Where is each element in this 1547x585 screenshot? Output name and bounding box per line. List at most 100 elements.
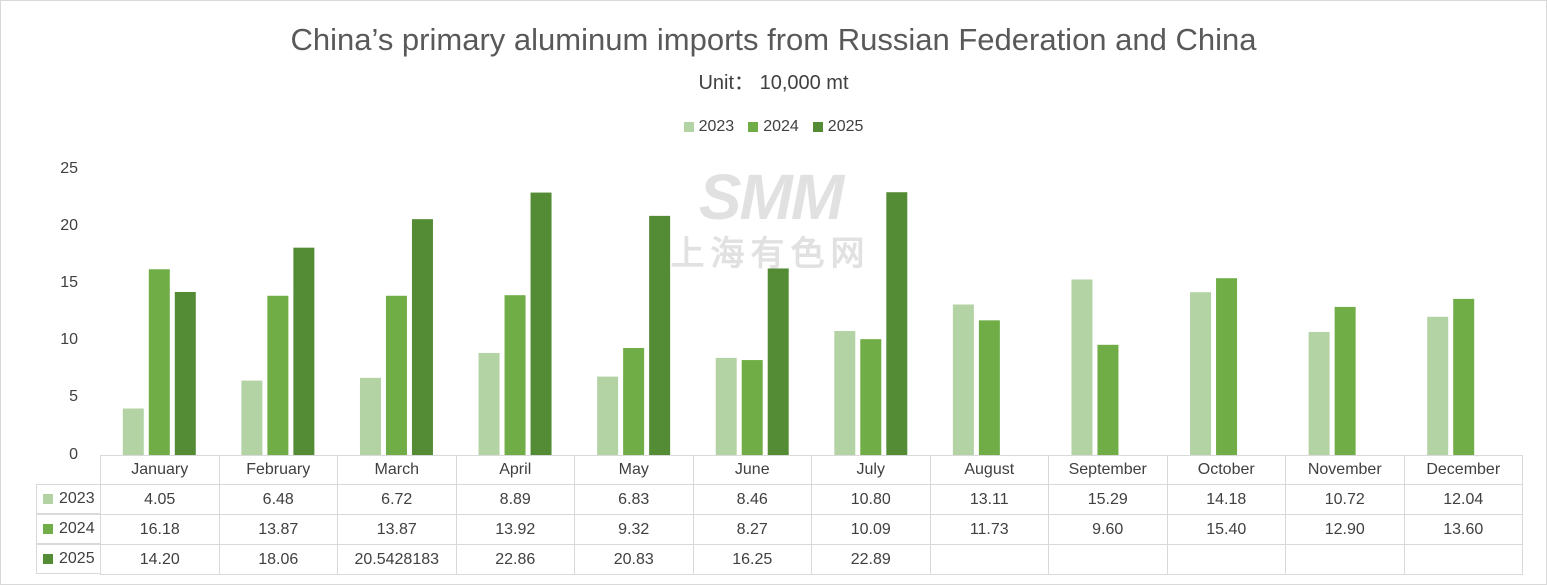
table-row-label-2025: 2025 xyxy=(36,544,100,574)
bar-2024-april xyxy=(504,295,526,455)
bar-2025-april xyxy=(530,192,552,455)
table-row-2023: 4.05 6.48 6.72 8.89 6.83 8.46 10.80 13.11 15.29 1… xyxy=(100,484,1523,515)
bar-2023-november xyxy=(1308,331,1330,455)
table-cell: 10.09 xyxy=(811,514,931,545)
y-tick-label: 10 xyxy=(60,331,78,348)
bar-2024-september xyxy=(1097,344,1119,455)
x-tick-label: April xyxy=(455,455,575,485)
bar-2023-september xyxy=(1071,279,1093,455)
legend-swatch-2025 xyxy=(812,122,823,132)
table-row-label-2023: 2023 xyxy=(36,484,100,514)
bar-2024-may xyxy=(623,348,645,455)
table-category-row: January February March April May June July Augu… xyxy=(100,455,1523,485)
legend-label-2025: 2025 xyxy=(827,118,864,135)
table-cell: 20.5428183 xyxy=(337,544,457,575)
table-cell: 14.18 xyxy=(1166,484,1286,515)
row-swatch-2025 xyxy=(43,554,53,564)
x-tick-label: October xyxy=(1166,455,1286,485)
bar-2024-march xyxy=(385,295,407,455)
bar-2025-july xyxy=(886,192,908,456)
table-cell xyxy=(1403,544,1523,575)
table-cell: 13.60 xyxy=(1403,514,1523,545)
x-tick-label: March xyxy=(337,455,457,485)
x-tick-label: February xyxy=(218,455,338,485)
table-cell: 9.32 xyxy=(574,514,694,545)
table-cell: 13.11 xyxy=(929,484,1049,515)
x-tick-label: June xyxy=(692,455,812,485)
row-label-2023: 2023 xyxy=(59,490,95,507)
table-cell: 13.92 xyxy=(455,514,575,545)
x-tick-label: May xyxy=(574,455,694,485)
table-cell: 18.06 xyxy=(218,544,338,575)
table-cell: 8.89 xyxy=(455,484,575,515)
bar-2025-february xyxy=(293,247,315,455)
bar-2024-february xyxy=(267,295,289,455)
table-cell: 20.83 xyxy=(574,544,694,575)
table-cell: 6.83 xyxy=(574,484,694,515)
table-cell: 8.46 xyxy=(692,484,812,515)
y-tick-label: 5 xyxy=(69,388,78,405)
table-cell xyxy=(1048,544,1168,575)
bar-2023-february xyxy=(241,380,263,455)
x-tick-label: December xyxy=(1403,455,1523,485)
row-swatch-2023 xyxy=(43,494,53,504)
bar-2025-march xyxy=(411,219,433,455)
table-cell: 8.27 xyxy=(692,514,812,545)
table-cell: 4.05 xyxy=(100,484,220,515)
x-tick-label: July xyxy=(811,455,931,485)
bar-2023-march xyxy=(359,377,381,455)
table-row-2025: 14.20 18.06 20.5428183 22.86 20.83 16.25 22.89 xyxy=(100,544,1523,575)
bar-2024-november xyxy=(1334,306,1356,455)
x-tick-label: January xyxy=(100,455,220,485)
legend-swatch-2023 xyxy=(683,122,694,132)
bar-2023-april xyxy=(478,352,500,455)
bar-2024-june xyxy=(741,360,763,455)
chart-legend: 2023 2024 2025 xyxy=(0,118,1547,136)
bar-2023-july xyxy=(834,331,856,455)
legend-item-2024: 2024 xyxy=(748,118,799,136)
table-cell xyxy=(1166,544,1286,575)
table-cell: 16.25 xyxy=(692,544,812,575)
table-cell: 14.20 xyxy=(100,544,220,575)
table-cell: 22.89 xyxy=(811,544,931,575)
table-cell: 13.87 xyxy=(337,514,457,545)
bar-2025-june xyxy=(767,268,789,455)
bar-2023-may xyxy=(597,376,619,455)
table-cell: 13.87 xyxy=(218,514,338,545)
table-cell: 15.40 xyxy=(1166,514,1286,545)
bar-2024-october xyxy=(1216,278,1238,455)
table-cell: 12.90 xyxy=(1285,514,1405,545)
bar-2024-july xyxy=(860,339,882,455)
legend-label-2023: 2023 xyxy=(698,118,735,135)
bar-2023-august xyxy=(952,304,974,455)
bar-2023-december xyxy=(1427,316,1449,455)
table-cell: 11.73 xyxy=(929,514,1049,545)
row-label-2025: 2025 xyxy=(59,550,95,567)
table-cell: 12.04 xyxy=(1403,484,1523,515)
x-tick-label: September xyxy=(1048,455,1168,485)
bar-2023-october xyxy=(1190,292,1212,455)
y-tick-label: 20 xyxy=(60,217,78,234)
bar-2025-may xyxy=(649,215,671,455)
row-swatch-2024 xyxy=(43,524,53,534)
legend-item-2023: 2023 xyxy=(683,118,735,136)
table-cell xyxy=(1285,544,1405,575)
table-row-label-2024: 2024 xyxy=(36,514,100,544)
table-cell: 16.18 xyxy=(100,514,220,545)
legend-swatch-2024 xyxy=(748,122,759,132)
table-cell: 6.72 xyxy=(337,484,457,515)
bar-2024-august xyxy=(978,320,1000,455)
y-tick-label: 15 xyxy=(60,274,78,291)
chart-subtitle: Unit： 10,000 mt xyxy=(698,72,849,94)
legend-label-2024: 2024 xyxy=(763,118,799,135)
data-table: January February March April May June July Augu… xyxy=(100,455,1523,575)
x-tick-label: August xyxy=(929,455,1049,485)
table-cell: 6.48 xyxy=(218,484,338,515)
y-tick-label: 25 xyxy=(60,160,78,177)
table-row-2024: 16.18 13.87 13.87 13.92 9.32 8.27 10.09 11.73 9.… xyxy=(100,514,1523,545)
table-cell: 10.72 xyxy=(1285,484,1405,515)
table-cell: 9.60 xyxy=(1048,514,1168,545)
bar-2023-january xyxy=(122,408,144,455)
chart-title: China’s primary aluminum imports from Ru… xyxy=(290,22,1257,57)
